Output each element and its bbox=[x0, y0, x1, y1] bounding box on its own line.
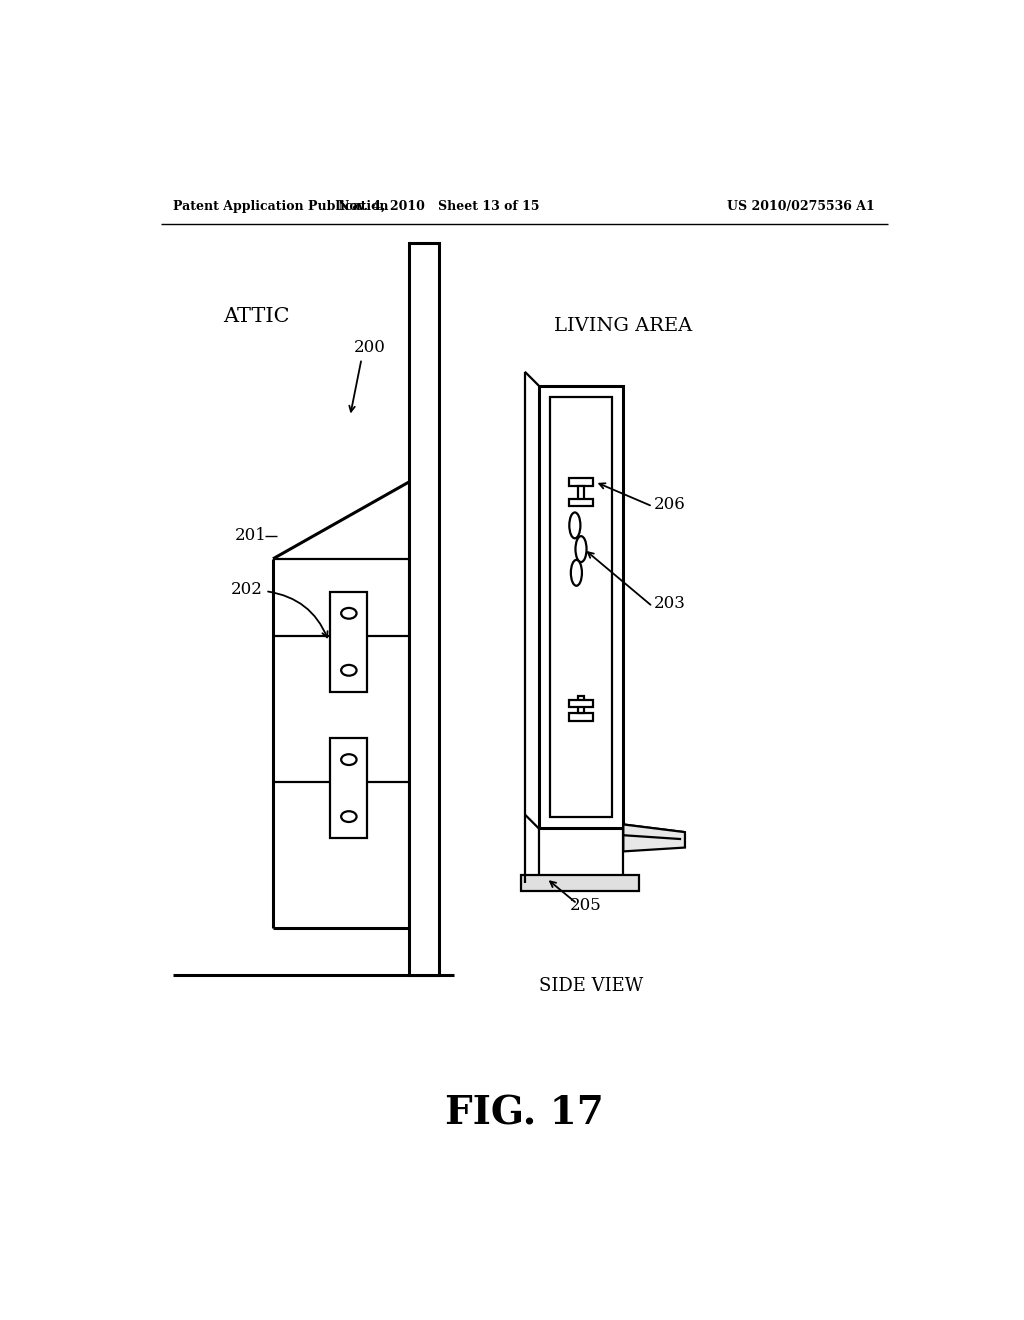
Bar bbox=[568, 713, 593, 721]
Bar bbox=[331, 591, 368, 692]
Text: 200: 200 bbox=[354, 338, 386, 355]
Text: 201: 201 bbox=[234, 527, 266, 544]
Ellipse shape bbox=[341, 754, 356, 766]
Text: SIDE VIEW: SIDE VIEW bbox=[539, 977, 643, 995]
Text: FIG. 17: FIG. 17 bbox=[445, 1094, 604, 1133]
Text: LIVING AREA: LIVING AREA bbox=[554, 317, 692, 335]
Polygon shape bbox=[624, 825, 685, 851]
Text: ATTIC: ATTIC bbox=[223, 306, 290, 326]
Ellipse shape bbox=[341, 812, 356, 822]
Text: 202: 202 bbox=[230, 581, 262, 598]
Ellipse shape bbox=[341, 665, 356, 676]
Bar bbox=[568, 478, 593, 486]
Bar bbox=[539, 385, 624, 829]
Bar bbox=[521, 874, 639, 891]
Text: 203: 203 bbox=[654, 595, 686, 612]
Bar bbox=[578, 486, 584, 503]
Text: Nov. 4, 2010   Sheet 13 of 15: Nov. 4, 2010 Sheet 13 of 15 bbox=[338, 199, 540, 213]
Text: Patent Application Publication: Patent Application Publication bbox=[173, 199, 388, 213]
Text: US 2010/0275536 A1: US 2010/0275536 A1 bbox=[727, 199, 874, 213]
Ellipse shape bbox=[575, 536, 587, 562]
Bar bbox=[550, 397, 611, 817]
Bar bbox=[331, 738, 368, 838]
Ellipse shape bbox=[570, 560, 582, 586]
Bar bbox=[568, 700, 593, 708]
Bar bbox=[578, 696, 584, 713]
Text: 205: 205 bbox=[569, 896, 601, 913]
Text: 206: 206 bbox=[654, 496, 686, 513]
Ellipse shape bbox=[341, 609, 356, 619]
Bar bbox=[568, 499, 593, 507]
Bar bbox=[410, 243, 438, 974]
Ellipse shape bbox=[569, 512, 581, 539]
